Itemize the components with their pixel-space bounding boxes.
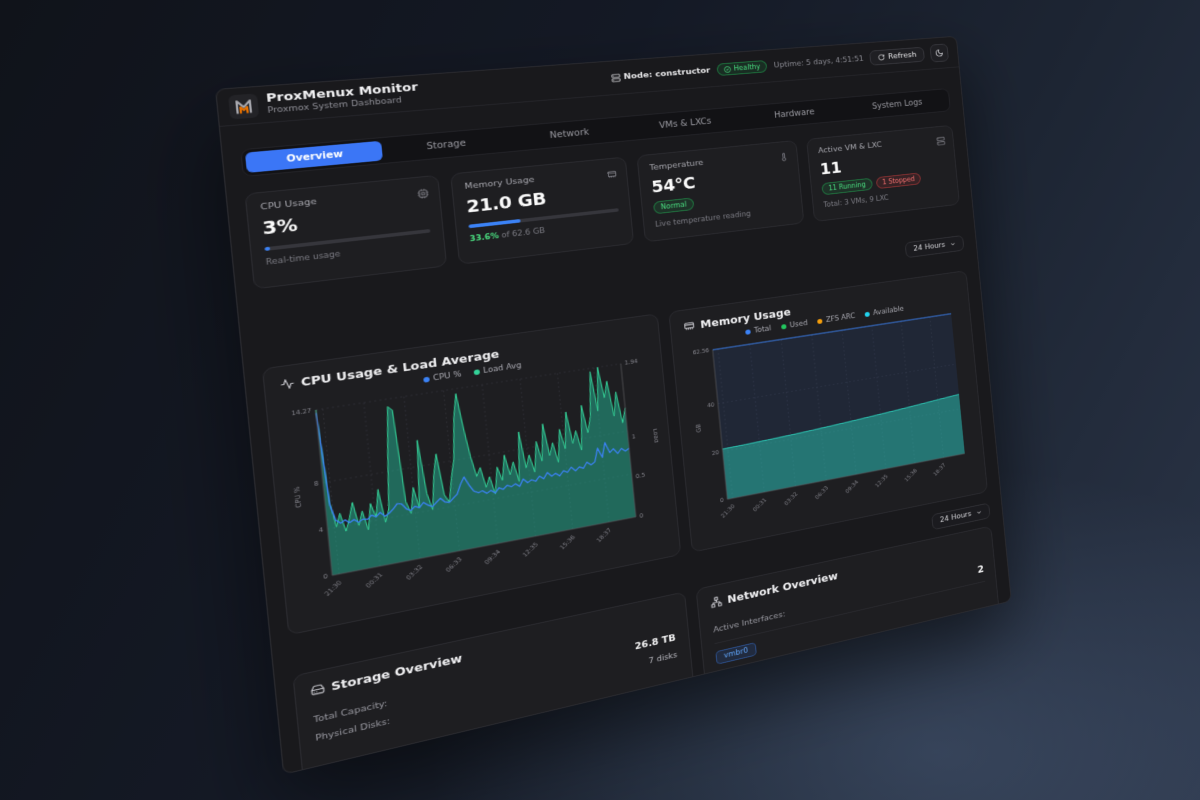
interface-badge-vmbr0[interactable]: vmbr0	[715, 642, 757, 665]
tab-network[interactable]: Network	[549, 127, 590, 141]
storage-capacity-value: 26.8 TB	[634, 632, 677, 653]
svg-text:00:31: 00:31	[364, 571, 384, 589]
memory-stick-icon	[606, 169, 617, 179]
time-range-select-2[interactable]: 24 Hours	[931, 502, 991, 531]
server-icon	[610, 73, 620, 82]
memory-chart-card: Memory Usage Total Used ZFS ARC Available 0…	[668, 270, 988, 553]
thermometer-icon	[779, 152, 789, 162]
svg-text:0: 0	[639, 512, 643, 519]
svg-text:20: 20	[712, 449, 720, 456]
svg-text:CPU %: CPU %	[292, 486, 303, 509]
storage-disks-value: 7 disks	[648, 650, 678, 666]
svg-text:09:34: 09:34	[844, 479, 859, 494]
memory-progress-fill	[468, 219, 521, 229]
dashboard-window: ProxMenux Monitor Proxmox System Dashboa…	[215, 35, 1012, 775]
svg-text:00:31: 00:31	[752, 497, 768, 513]
svg-text:40: 40	[707, 401, 715, 408]
memory-chart: 0 20 40 62.56 21:30 00:31 03:32 06:33 09:34 12:35…	[692, 305, 976, 519]
cpu-usage-card: CPU Usage 3% Real-time usage	[244, 174, 448, 290]
svg-text:21:30: 21:30	[323, 579, 343, 597]
svg-text:09:34: 09:34	[483, 549, 502, 566]
svg-text:0.5: 0.5	[635, 472, 645, 480]
chevron-down-icon	[976, 509, 983, 516]
tab-hardware[interactable]: Hardware	[773, 107, 815, 120]
svg-text:4: 4	[319, 526, 324, 534]
node-label: Node: constructor	[623, 65, 711, 82]
vm-stopped-badge: 1 Stopped	[875, 172, 922, 190]
svg-text:03:32: 03:32	[783, 491, 799, 507]
network-icon	[710, 595, 723, 608]
chevron-down-icon	[950, 241, 957, 248]
cpu-progress-fill	[264, 246, 270, 251]
cpu-load-chart-card: CPU Usage & Load Average CPU % Load Avg 0…	[261, 313, 682, 636]
svg-text:18:37: 18:37	[595, 527, 613, 544]
svg-text:1: 1	[631, 434, 635, 441]
svg-text:18:37: 18:37	[932, 462, 947, 477]
network-interfaces-count: 2	[976, 563, 985, 576]
svg-text:03:32: 03:32	[405, 564, 424, 582]
memory-chart-icon	[683, 320, 696, 332]
proxmenux-logo	[227, 92, 260, 120]
svg-text:62.56: 62.56	[692, 347, 709, 356]
moon-icon	[935, 48, 944, 57]
memory-usage-card: Memory Usage 21.0 GB 33.6% of 62.6 GB	[450, 156, 635, 265]
svg-text:0: 0	[323, 573, 328, 581]
storage-disks-row: Physical Disks: 7 disks	[314, 650, 678, 744]
svg-text:15:36: 15:36	[559, 534, 577, 551]
svg-text:14.27: 14.27	[291, 407, 312, 417]
svg-text:15:36: 15:36	[903, 468, 918, 483]
svg-text:12:35: 12:35	[521, 541, 539, 558]
temperature-status-badge: Normal	[652, 197, 695, 215]
tab-overview[interactable]: Overview	[244, 140, 383, 173]
svg-text:12:35: 12:35	[874, 473, 889, 488]
vm-running-badge: 11 Running	[821, 177, 873, 196]
hard-drive-icon	[310, 682, 325, 697]
time-range-select[interactable]: 24 Hours	[904, 235, 965, 259]
health-badge: Healthy	[716, 60, 768, 76]
svg-text:06:33: 06:33	[444, 556, 463, 573]
server-stack-icon	[936, 136, 945, 145]
tab-vms-lxcs[interactable]: VMs & LXCs	[658, 116, 712, 131]
node-info: Node: constructor	[610, 65, 711, 83]
network-overview-card: Network Overview Active Interfaces: 2 vm…	[695, 525, 1001, 697]
svg-text:0: 0	[720, 497, 724, 504]
svg-text:GB: GB	[694, 423, 702, 433]
svg-text:8: 8	[314, 480, 319, 488]
refresh-button[interactable]: Refresh	[869, 46, 925, 66]
cpu-load-chart: 0 4 8 14.27 0 0.5 1 1.94 21:30 00:31 03:32 06:33 09:…	[291, 358, 661, 597]
temperature-card: Temperature 54°C Normal Live temperature…	[636, 140, 805, 243]
cpu-icon	[417, 188, 429, 199]
logo-m-icon	[233, 97, 255, 115]
svg-text:21:30: 21:30	[720, 503, 737, 519]
svg-text:1.94: 1.94	[624, 358, 638, 366]
activity-icon	[280, 377, 295, 391]
uptime-label: Uptime: 5 days, 4:51:51	[773, 54, 864, 70]
tab-storage[interactable]: Storage	[426, 138, 467, 152]
theme-toggle-button[interactable]	[929, 43, 949, 63]
svg-text:06:33: 06:33	[814, 485, 830, 501]
active-vm-lxc-card: Active VM & LXC 11 11 Running 1 Stopped …	[806, 124, 960, 222]
refresh-icon	[878, 54, 886, 62]
check-circle-icon	[724, 66, 732, 73]
svg-text:Load: Load	[652, 428, 661, 444]
tab-system-logs[interactable]: System Logs	[871, 97, 923, 111]
